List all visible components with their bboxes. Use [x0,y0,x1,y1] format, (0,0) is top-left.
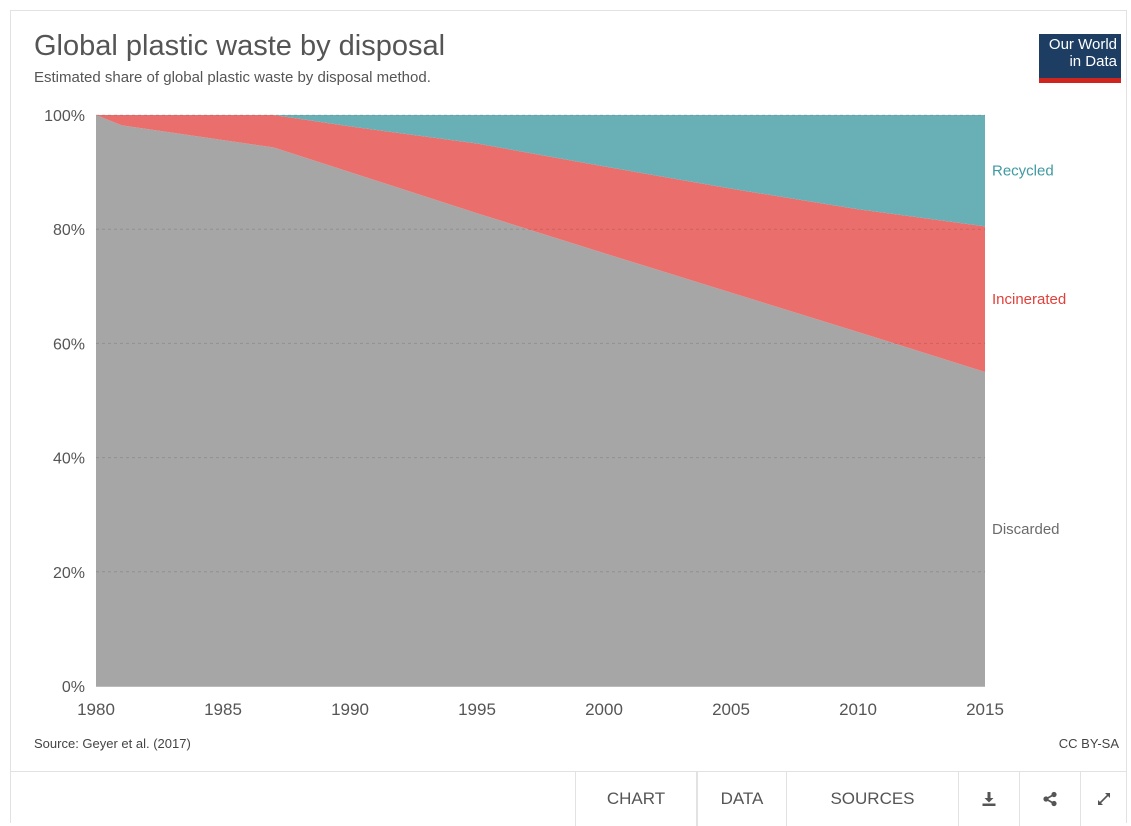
x-tick-label: 1980 [77,700,115,719]
x-tick-label: 1995 [458,700,496,719]
tab-data[interactable]: DATA [697,772,786,826]
logo-bar [1039,78,1121,83]
x-tick-label: 1985 [204,700,242,719]
share-icon [1043,791,1057,807]
x-tick-label: 2000 [585,700,623,719]
chart-title: Global plastic waste by disposal [34,30,446,62]
chart-subtitle: Estimated share of global plastic waste … [34,69,431,86]
owid-logo[interactable]: Our World in Data [1039,34,1121,83]
expand-button[interactable] [1080,772,1127,826]
series-label-recycled[interactable]: Recycled [992,162,1054,179]
y-tick-label: 80% [53,222,85,239]
controls-bar: CHART DATA SOURCES [10,771,1127,826]
download-icon [982,792,996,806]
x-tick-label: 2010 [839,700,877,719]
download-button[interactable] [958,772,1019,826]
x-tick-label: 2005 [712,700,750,719]
stacked-area-chart: 0% 20% 40% 60% 80% 100% 1980 1985 1990 1995 2000 20… [44,108,1066,719]
y-tick-label: 0% [62,679,85,696]
series-label-incinerated[interactable]: Incinerated [992,291,1066,308]
x-tick-label: 1990 [331,700,369,719]
x-tick-label: 2015 [966,700,1004,719]
series-label-discarded[interactable]: Discarded [992,521,1060,538]
share-button[interactable] [1019,772,1080,826]
source-text[interactable]: Source: Geyer et al. (2017) [34,736,191,751]
tab-chart[interactable]: CHART [575,772,697,826]
tab-sources[interactable]: SOURCES [786,772,958,826]
license-text[interactable]: CC BY-SA [1058,736,1119,751]
logo-line-1: Our World [1048,36,1117,53]
chart-frame [10,10,1127,823]
y-tick-label: 60% [53,336,85,353]
area-discarded[interactable] [96,115,985,686]
expand-icon [1098,793,1110,805]
y-tick-label: 100% [44,108,85,125]
y-tick-label: 20% [53,565,85,582]
y-tick-label: 40% [53,451,85,468]
area-recycled[interactable] [96,115,985,227]
logo-line-2: in Data [1069,53,1117,70]
area-incinerated[interactable] [96,115,985,372]
